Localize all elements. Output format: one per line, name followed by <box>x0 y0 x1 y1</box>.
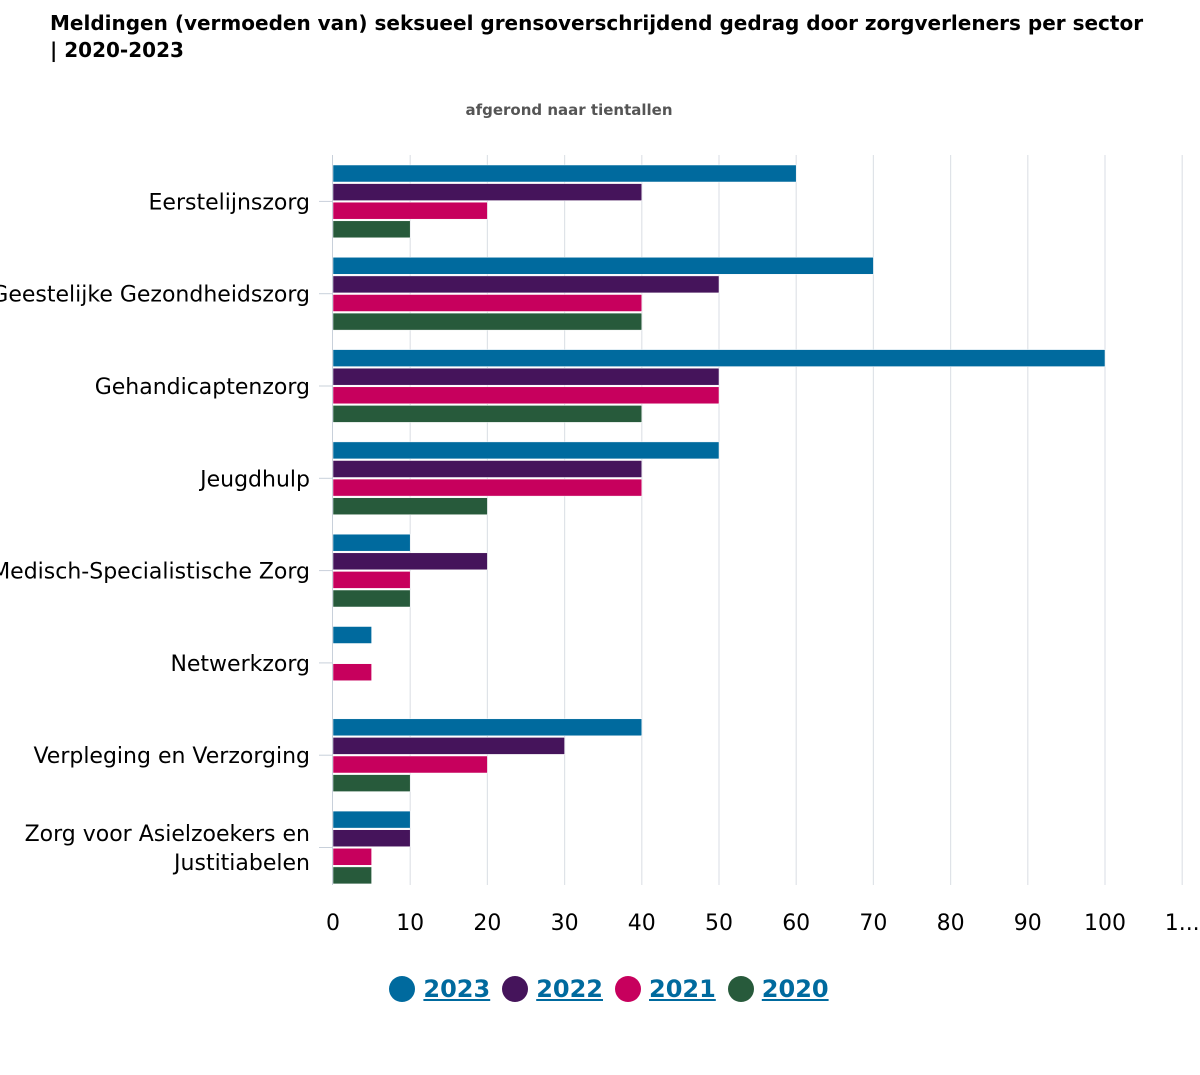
legend-item-2021[interactable]: 2021 <box>615 975 716 1003</box>
x-tick-label: 90 <box>1014 911 1042 936</box>
bar-2021[interactable] <box>332 386 720 405</box>
bar-2023[interactable] <box>332 810 411 829</box>
bar-2020[interactable] <box>332 312 643 331</box>
bar-2020[interactable] <box>332 497 488 515</box>
bar-2021[interactable] <box>332 294 643 312</box>
legend-dot-icon <box>615 976 641 1002</box>
bar-2022[interactable] <box>332 183 643 201</box>
chart-bars <box>332 164 1106 885</box>
x-tick-label: 50 <box>705 911 733 936</box>
bar-2022[interactable] <box>332 460 643 478</box>
legend-label[interactable]: 2020 <box>761 975 829 1003</box>
x-tick-label: 30 <box>551 911 579 936</box>
bar-2022[interactable] <box>332 367 720 386</box>
legend-item-2023[interactable]: 2023 <box>389 975 490 1003</box>
x-tick-label: 60 <box>782 911 810 936</box>
x-tick-label: 40 <box>628 911 656 936</box>
legend-item-2020[interactable]: 2020 <box>727 975 829 1003</box>
bar-2021[interactable] <box>332 755 488 774</box>
legend-dot-icon <box>502 976 529 1002</box>
bar-2021[interactable] <box>332 663 372 681</box>
bar-2020[interactable] <box>332 589 411 608</box>
y-category-label: Verpleging en Verzorging <box>33 744 310 769</box>
bar-2023[interactable] <box>332 441 720 460</box>
chart-title: Meldingen (vermoeden van) seksueel grens… <box>50 11 1144 62</box>
y-category-label: Netwerkzorg <box>170 652 310 677</box>
y-category-label: Zorg voor Asielzoekers en Justitiabelen <box>25 822 310 876</box>
bar-2022[interactable] <box>332 552 488 571</box>
bar-2023[interactable] <box>332 257 874 275</box>
x-tick-label: 100 <box>1084 911 1126 936</box>
bar-2022[interactable] <box>332 737 565 755</box>
bar-2023[interactable] <box>332 164 797 183</box>
bar-2021[interactable] <box>332 201 488 220</box>
bar-2021[interactable] <box>332 848 372 866</box>
x-tick-label: 80 <box>937 911 965 936</box>
bar-2023[interactable] <box>332 626 372 644</box>
bar-2020[interactable] <box>332 405 643 423</box>
legend-dot-icon <box>727 976 754 1002</box>
bar-2021[interactable] <box>332 478 643 497</box>
y-category-label: Jeugdhulp <box>198 467 310 492</box>
bar-2020[interactable] <box>332 220 411 239</box>
y-category-label: Gehandicaptenzorg <box>95 375 310 400</box>
bar-2023[interactable] <box>332 718 643 737</box>
bar-2021[interactable] <box>332 571 411 589</box>
legend-label[interactable]: 2021 <box>649 975 716 1003</box>
x-tick-label: 1... <box>1165 911 1200 936</box>
chart-x-axis: 0 10 20 30 40 50 60 70 80 90 100 1... <box>326 911 1200 936</box>
x-tick-label: 10 <box>396 911 424 936</box>
y-category-label: Geestelijke Gezondheidszorg <box>0 283 310 308</box>
x-tick-label: 0 <box>326 911 340 936</box>
bar-chart: Eerstelijnszorg Geestelijke Gezondheidszo… <box>0 155 1200 936</box>
chart-gridlines <box>409 155 1183 885</box>
bar-2023[interactable] <box>332 533 411 552</box>
legend-label[interactable]: 2023 <box>423 975 491 1003</box>
legend-dot-icon <box>389 976 416 1002</box>
chart-y-axis: Eerstelijnszorg Geestelijke Gezondheidszo… <box>0 155 333 885</box>
x-tick-label: 20 <box>473 911 501 936</box>
chart-legend: 2023 2022 2021 2020 <box>0 975 1200 1003</box>
legend-label[interactable]: 2022 <box>536 975 603 1003</box>
x-tick-label: 70 <box>859 911 887 936</box>
bar-2020[interactable] <box>332 774 411 792</box>
bar-2022[interactable] <box>332 829 411 847</box>
bar-2022[interactable] <box>332 275 720 294</box>
y-category-label: Eerstelijnszorg <box>149 190 310 215</box>
bar-2023[interactable] <box>332 349 1106 367</box>
y-category-label: Medisch-Specialistische Zorg <box>0 560 310 585</box>
chart-subtitle: afgerond naar tientallen <box>465 101 673 119</box>
legend-item-2022[interactable]: 2022 <box>502 975 603 1003</box>
bar-2020[interactable] <box>332 866 372 885</box>
